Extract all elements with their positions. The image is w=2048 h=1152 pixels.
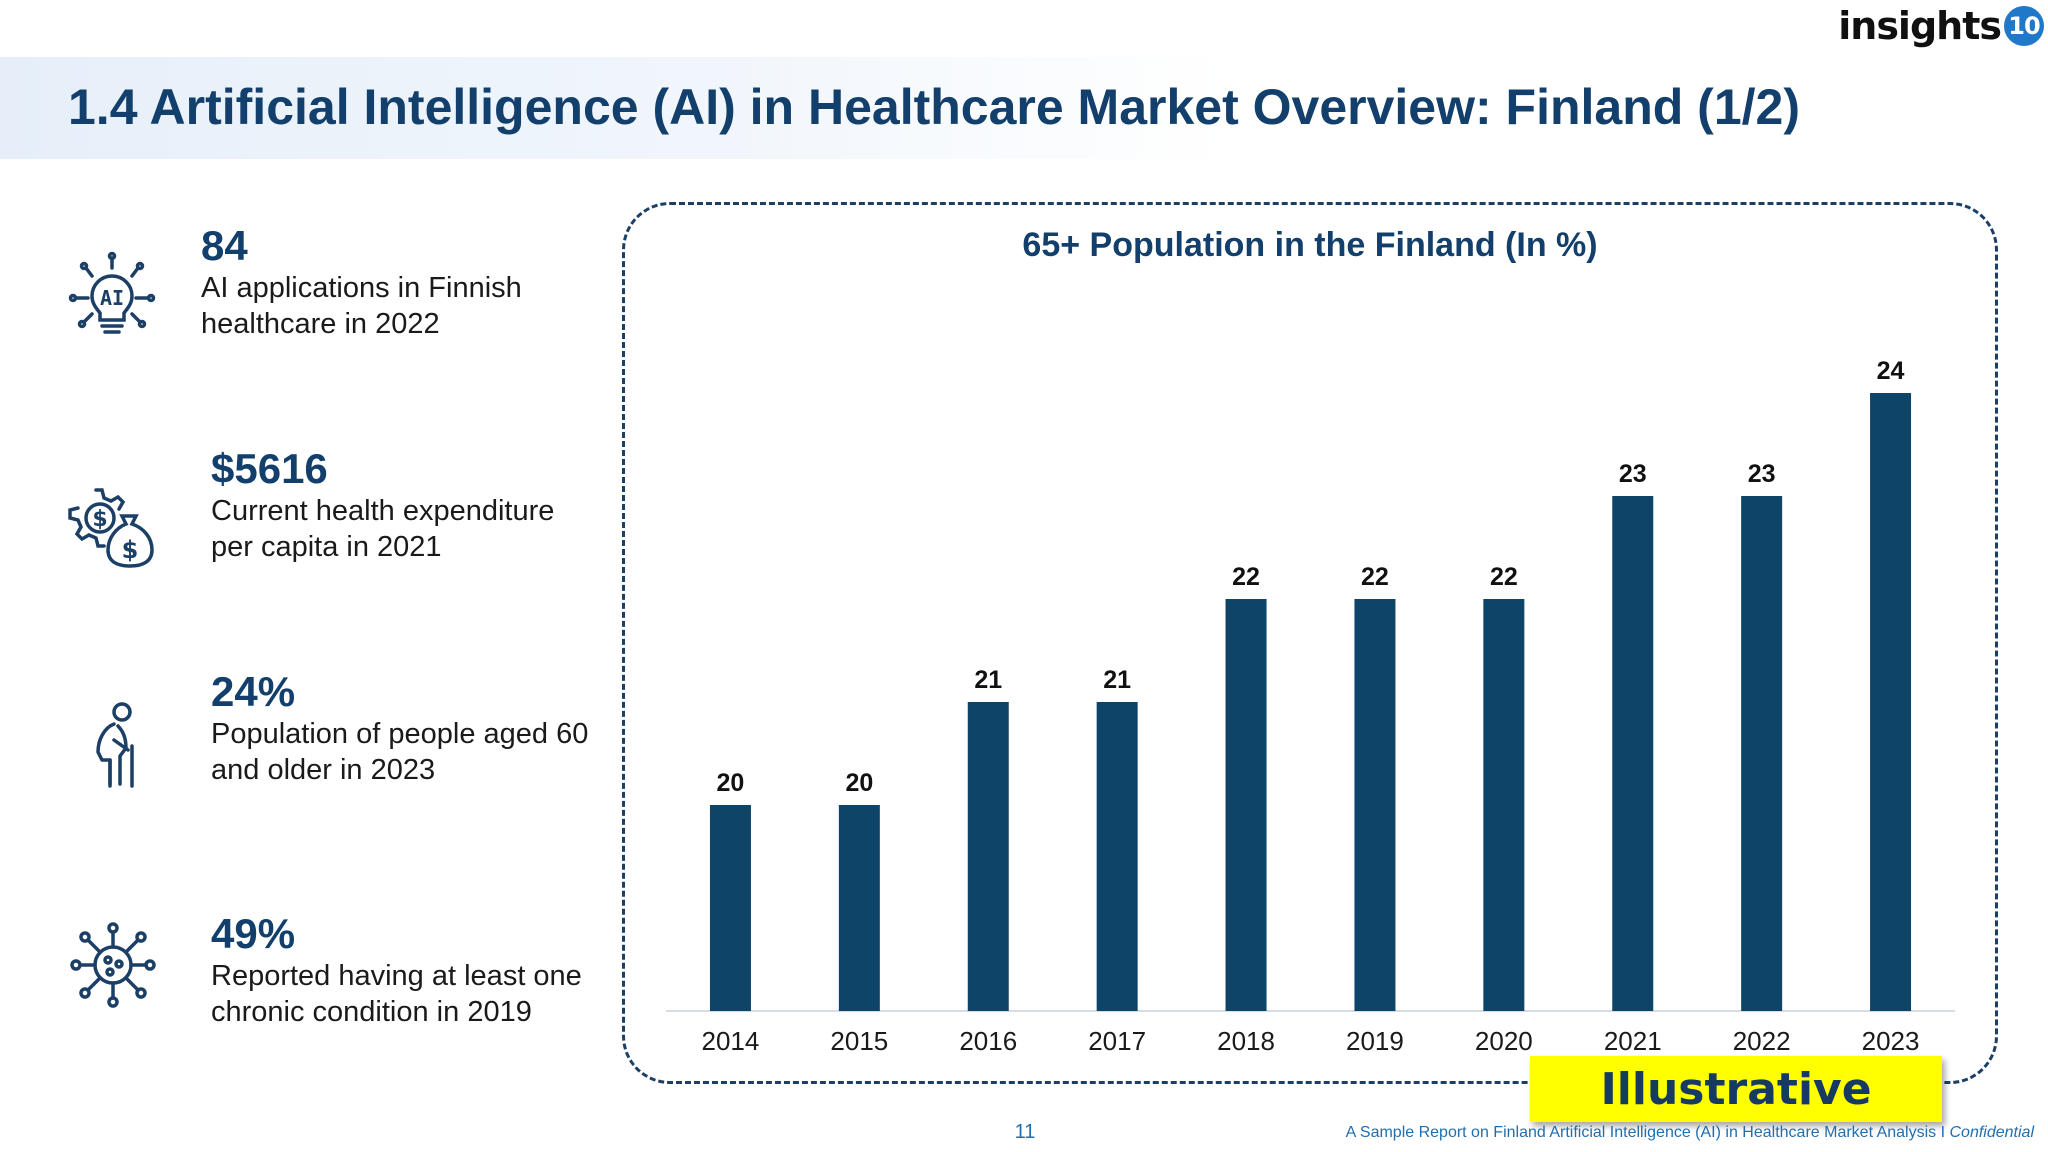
x-tick-label-2016: 2016 <box>959 1026 1017 1056</box>
bar-2023 <box>1870 393 1912 1011</box>
x-tick-label-2019: 2019 <box>1346 1026 1404 1056</box>
page-number: 11 <box>1014 1121 1036 1143</box>
page-title: 1.4 Artificial Intelligence (AI) in Heal… <box>68 79 1800 135</box>
x-tick-label-2017: 2017 <box>1088 1026 1146 1056</box>
footer-report-name: A Sample Report on Finland Artificial In… <box>1345 1124 1946 1141</box>
insights10-logo: insights 10 <box>1838 4 2044 48</box>
stat-health-expenditure: $5616 Current health expenditure per cap… <box>211 445 591 565</box>
stat-ai-applications: 84 AI applications in Finnish healthcare… <box>201 222 581 342</box>
svg-text:$: $ <box>122 536 139 564</box>
svg-text:AI: AI <box>100 286 124 310</box>
bar-2020 <box>1483 599 1525 1011</box>
x-tick-label-2018: 2018 <box>1217 1026 1275 1056</box>
stat-chronic-condition: 49% Reported having at least one chronic… <box>211 910 611 1030</box>
data-label-2017: 21 <box>1103 666 1131 694</box>
bar-2016 <box>967 702 1009 1011</box>
svg-text:$: $ <box>92 507 107 532</box>
stat-value: 49% <box>211 910 296 957</box>
x-tick-label-2014: 2014 <box>702 1026 760 1056</box>
stat-value: 84 <box>201 222 248 269</box>
bar-2022 <box>1741 496 1783 1011</box>
x-tick-label-2020: 2020 <box>1475 1026 1533 1056</box>
stat-description: Population of people aged 60 and older i… <box>211 718 589 786</box>
data-label-2015: 20 <box>845 769 873 797</box>
money-gear-icon: $ $ <box>62 476 162 581</box>
elderly-person-icon <box>78 700 158 795</box>
x-tick-label-2015: 2015 <box>830 1026 888 1056</box>
data-label-2018: 22 <box>1232 563 1260 591</box>
x-tick-label-2023: 2023 <box>1862 1026 1920 1056</box>
logo-badge: 10 <box>2004 6 2044 46</box>
footer-text: A Sample Report on Finland Artificial In… <box>1346 1124 2034 1142</box>
bar-2018 <box>1225 599 1267 1011</box>
chart-title: 65+ Population in the Finland (In %) <box>1022 226 1598 264</box>
chart-frame <box>622 202 1998 1084</box>
logo-text: insights <box>1838 4 2002 48</box>
ai-bulb-icon: AI <box>62 250 162 355</box>
data-label-2020: 22 <box>1490 563 1518 591</box>
bar-2014 <box>709 805 751 1011</box>
x-tick-label-2021: 2021 <box>1604 1026 1662 1056</box>
title-band <box>0 57 2048 159</box>
data-label-2022: 23 <box>1748 460 1776 488</box>
footer-confidential: Confidential <box>1949 1124 2035 1141</box>
data-label-2014: 20 <box>717 769 745 797</box>
x-tick-label-2022: 2022 <box>1733 1026 1791 1056</box>
stat-value: 24% <box>211 668 296 715</box>
stat-description: Reported having at least one chronic con… <box>211 960 582 1028</box>
stat-description: Current health expenditure per capita in… <box>211 495 555 563</box>
bar-2019 <box>1354 599 1396 1011</box>
bar-2015 <box>838 805 880 1011</box>
stat-description: AI applications in Finnish healthcare in… <box>201 272 522 340</box>
stat-value: $5616 <box>211 445 328 492</box>
illustrative-badge: Illustrative <box>1530 1056 1942 1122</box>
data-label-2016: 21 <box>974 666 1002 694</box>
virus-icon <box>68 920 158 1015</box>
bar-2017 <box>1096 702 1138 1011</box>
bar-2021 <box>1612 496 1654 1011</box>
stat-aged-population: 24% Population of people aged 60 and old… <box>211 668 591 788</box>
data-label-2023: 24 <box>1877 357 1905 385</box>
data-label-2019: 22 <box>1361 563 1389 591</box>
data-label-2021: 23 <box>1619 460 1647 488</box>
